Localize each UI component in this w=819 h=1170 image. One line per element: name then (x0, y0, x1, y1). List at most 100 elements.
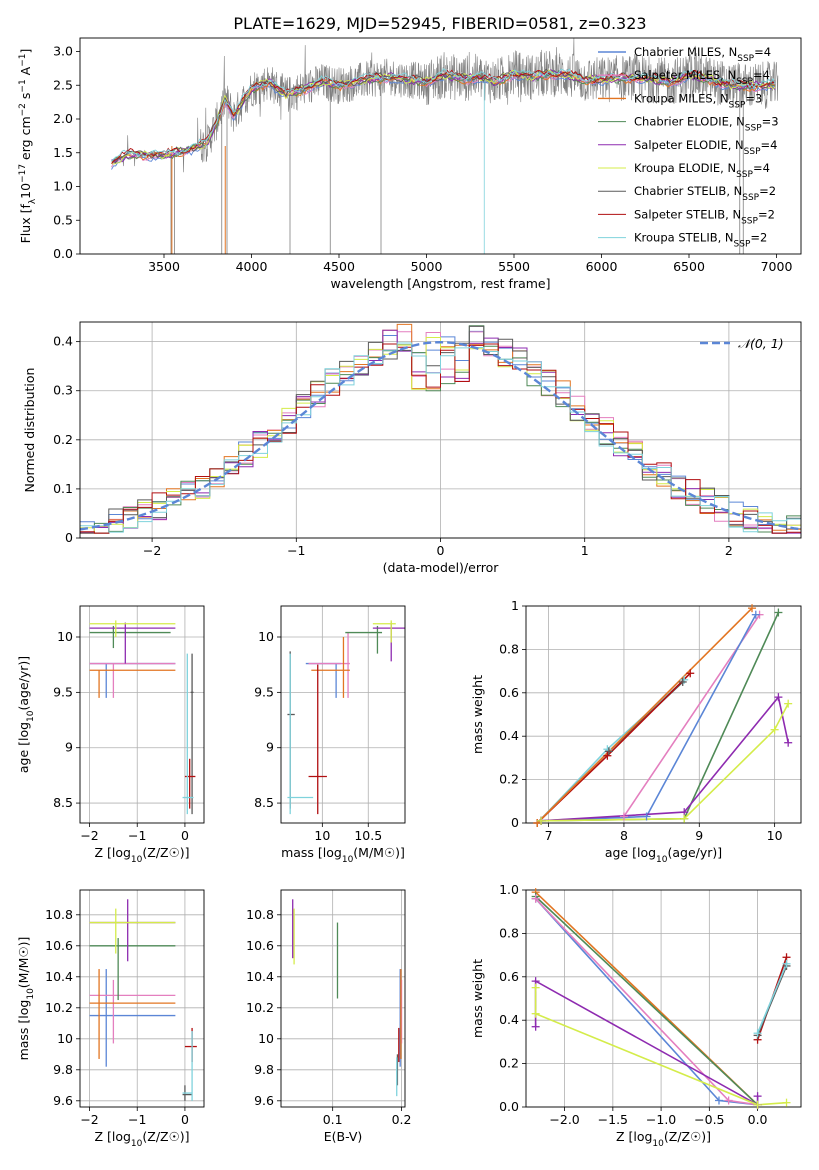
label-part: mass weight (470, 675, 485, 754)
x-tick-label: −1 (128, 1112, 146, 1127)
plot-area (89, 620, 196, 815)
label-part: Z [ (94, 845, 111, 860)
axes-overlay: −2.0 −1.5 −1.0 −0.5 0.0 0.0 0.2 0.4 0.6 0.8 1.0 Z [… (470, 882, 802, 1149)
label-part: SSP (744, 147, 761, 157)
y-tick-label: 10.8 (246, 907, 274, 922)
x-tick-label: −1 (287, 543, 305, 558)
axes-overlay: 3500 4000 4500 5000 5500 6000 6500 7000 0.0 0.5 1.… (18, 37, 802, 291)
y-tick-label: 10.4 (45, 969, 73, 984)
series-line-chabrier_stelib (756, 965, 788, 1036)
label-part: −1 (18, 54, 28, 67)
x-tick-label: 2 (725, 543, 733, 558)
chart-residuals: −2 −1 0 1 2 0 0.1 0.2 0.3 0.4 𝒩(0, 1) (data-model)/… (22, 321, 802, 575)
y-tick-label: 10.6 (246, 938, 274, 953)
series-line-salpeter_elodie (541, 695, 789, 822)
y-tick-label: 9.6 (53, 1093, 73, 1108)
model-spectrum-kroupa_stelib (111, 68, 776, 162)
label-part: −1 (18, 79, 28, 92)
x-axis-label: (data-model)/error (383, 560, 500, 575)
label-part: log (112, 1129, 131, 1144)
label-part: 10 (342, 855, 354, 865)
x-axis-label: Z [log10(Z/Z☉)] (94, 845, 189, 865)
x-tick-label: 10 (314, 828, 330, 843)
x-tick-label: 7000 (761, 259, 793, 274)
y-tick-label: 1 (511, 598, 519, 613)
label-part: Z [ (94, 1129, 111, 1144)
series-line-chabrier_elodie (535, 895, 759, 1106)
y-tick-label: 0.0 (53, 246, 73, 261)
legend-label-salpeter_stelib: Salpeter STELIB, NSSP=2 (634, 207, 775, 226)
axes-frame (79, 37, 802, 255)
label-part: log (633, 1129, 652, 1144)
y-tick-label: 10 (258, 1031, 274, 1046)
y-tick-label: 8.5 (53, 795, 73, 810)
axes-overlay: 0.1 0.2 9.6 9.8 10 10.2 10.4 10.6 10.8 E(B-V) (246, 889, 412, 1144)
label-part: SSP (742, 193, 759, 203)
series-line-kroupa_elodie (534, 987, 787, 1106)
x-tick-label: −0.5 (694, 1112, 724, 1127)
y-tick-label: 0.2 (499, 772, 519, 787)
y-tick-label: 0.3 (53, 383, 73, 398)
legend-label-salpeter_elodie: Salpeter ELODIE, NSSP=4 (634, 138, 777, 157)
x-tick-label: 6500 (673, 259, 705, 274)
label-part: λ (28, 198, 38, 204)
label-part: 10 (26, 988, 36, 1000)
label-part: 10 (652, 1139, 664, 1149)
x-tick-label: 5500 (498, 259, 530, 274)
y-tick-label: 9.5 (53, 684, 73, 699)
y-tick-label: 10.6 (45, 938, 73, 953)
label-part: (data-model)/error (383, 560, 500, 575)
y-axis-label: mass weight (470, 959, 485, 1038)
x-tick-label: 9 (695, 828, 703, 843)
y-tick-label: 9.8 (254, 1062, 274, 1077)
label-part: SSP (737, 54, 754, 64)
plot-area (111, 38, 779, 254)
axes-frame (280, 605, 406, 824)
x-tick-label: 0 (181, 1112, 189, 1127)
label-part: =2 (759, 184, 776, 198)
legend-label-chabrier_stelib: Chabrier STELIB, NSSP=2 (634, 184, 776, 203)
x-axis-label: Z [log10(Z/Z☉)] (616, 1129, 711, 1149)
label-part: (Z/Z☉)] (664, 1129, 711, 1144)
x-tick-label: −1 (128, 828, 146, 843)
label-part: =3 (762, 115, 779, 129)
y-tick-label: 10 (258, 629, 274, 644)
plot-area (80, 323, 801, 534)
label-part: SSP (734, 240, 751, 250)
x-tick-label: 0 (181, 828, 189, 843)
y-tick-label: 9.8 (53, 1062, 73, 1077)
x-tick-label: 1 (581, 543, 589, 558)
y-tick-label: 1.5 (53, 145, 73, 160)
y-tick-label: 10.2 (246, 1000, 274, 1015)
axes-frame (280, 889, 406, 1108)
label-part: Salpeter ELODIE, N (634, 138, 744, 152)
axes-frame (525, 605, 802, 824)
x-tick-label: 4000 (236, 259, 268, 274)
y-tick-label: 0 (65, 530, 73, 545)
y-tick-label: 2.0 (53, 111, 73, 126)
label-part: Chabrier STELIB, N (634, 184, 742, 198)
y-axis-label: age [log10(age/yr)] (16, 656, 36, 773)
label-part: =4 (753, 161, 770, 175)
label-part: log (323, 845, 342, 860)
y-tick-label: 0.5 (53, 212, 73, 227)
y-tick-label: 0.8 (499, 925, 519, 940)
label-part: 10 (656, 855, 668, 865)
label-part: SSP (745, 124, 762, 134)
axes-frame (79, 605, 205, 824)
y-tick-label: 0 (511, 815, 519, 830)
label-part: SSP (741, 216, 758, 226)
legend-label-chabrier_miles: Chabrier MILES, NSSP=4 (634, 45, 771, 64)
label-part: 10 (131, 1139, 143, 1149)
series-line-kroupa_miles (536, 607, 753, 823)
x-tick-label: 10 (767, 828, 783, 843)
label-part: Kroupa STELIB, N (634, 231, 734, 245)
y-tick-label: 9 (65, 740, 73, 755)
y-tick-label: 9.6 (254, 1093, 274, 1108)
label-part: mass [ (281, 845, 323, 860)
